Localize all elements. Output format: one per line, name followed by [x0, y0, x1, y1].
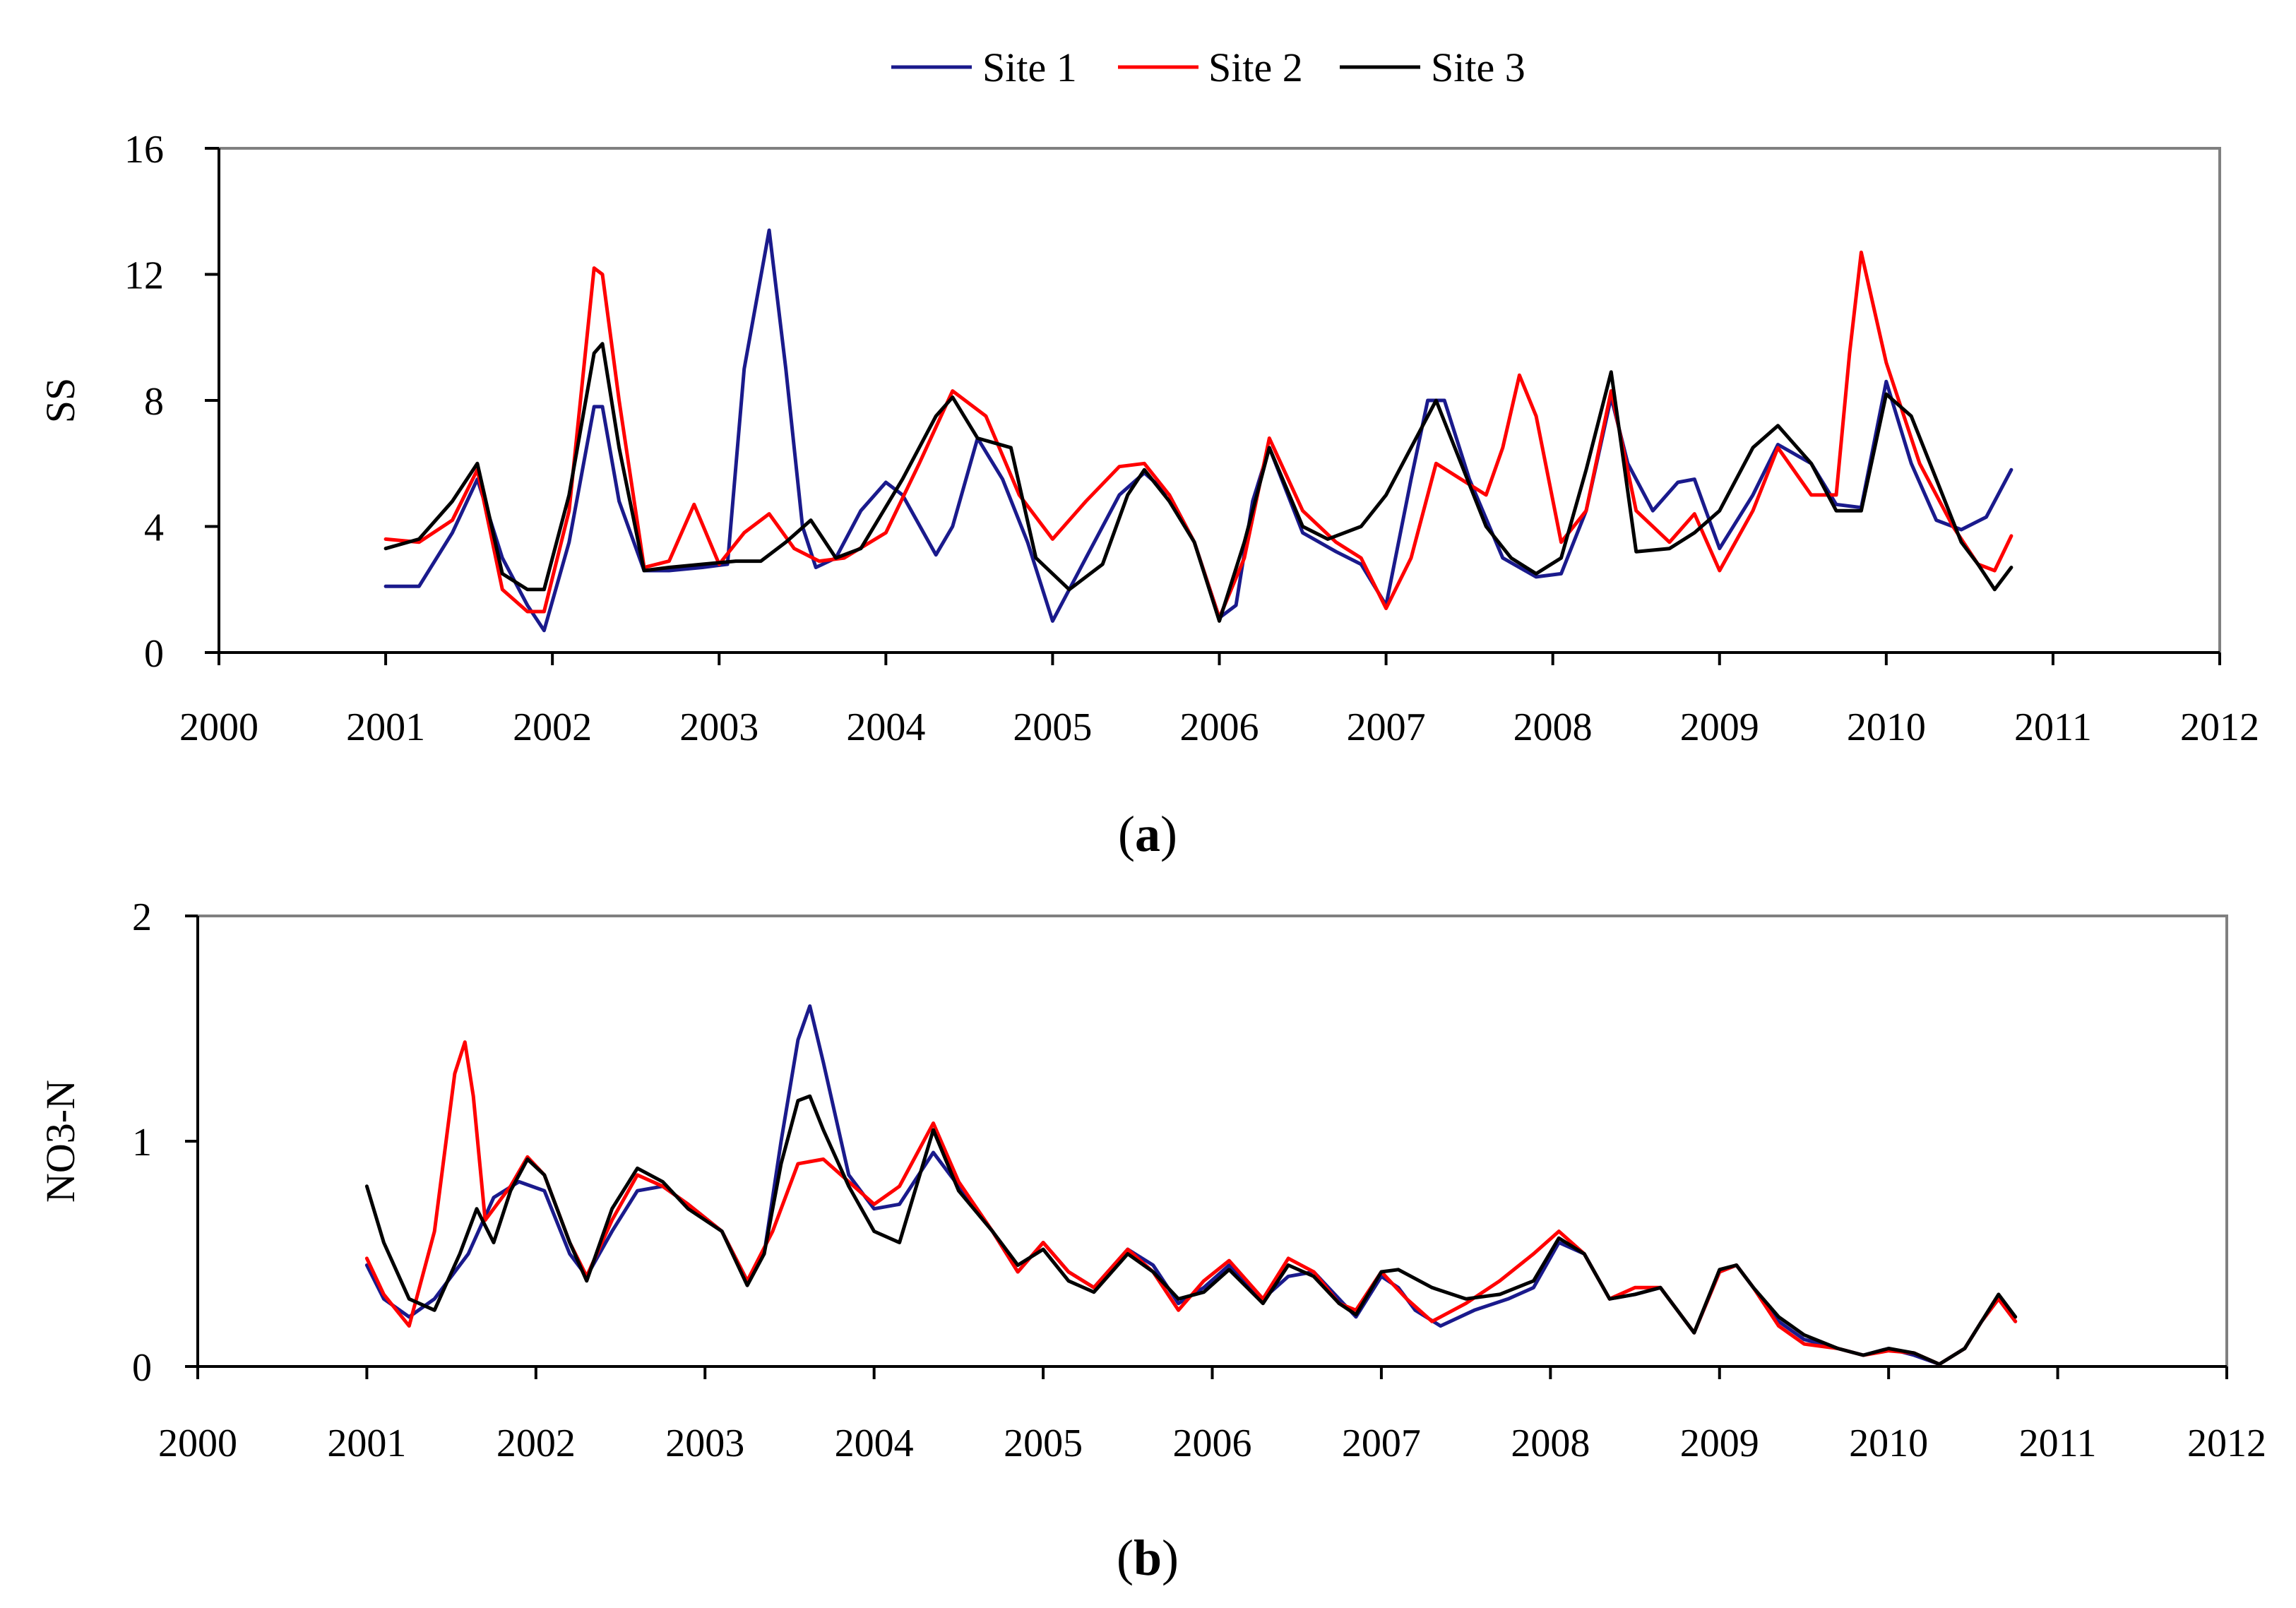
panel-b-x-tick-label: 2003 [665, 1422, 744, 1465]
panel-b-x-tick-label: 2006 [1173, 1422, 1252, 1465]
panel-b-x-tick-label: 2012 [2187, 1422, 2266, 1465]
panel-a-x-tick-label: 2003 [679, 705, 759, 749]
panel-b-series-site-3 [364, 1094, 2018, 1366]
panel-b-plot-frame [196, 915, 2228, 1368]
panel-b-series [364, 1004, 2018, 1366]
panel-a-x-tick-label: 2008 [1513, 705, 1593, 749]
panel-a-y-axis-label: SS [37, 378, 83, 424]
legend-label-site-1: Site 1 [982, 44, 1077, 90]
panel-a-x-tick-label: 2002 [513, 705, 592, 749]
panel-a-y-tick-label: 16 [124, 128, 164, 172]
panel-b-label: (b) [1117, 1530, 1179, 1586]
panel-a-y-tick-label: 8 [144, 380, 164, 424]
panel-b-label-letter: b [1134, 1530, 1162, 1586]
panel-a-x-tick-label: 2004 [846, 705, 925, 749]
panel-a-axes: 0 4 8 12 16 2000 2001 2002 2003 2004 2005 2006 2007 2… [124, 128, 2259, 749]
panel-a-series-site-2 [383, 250, 2014, 620]
panel-a-x-tick-label: 2012 [2180, 705, 2259, 749]
panel-a-x-tick-label: 2011 [2014, 705, 2092, 749]
panel-b-y-tick-label: 0 [132, 1346, 152, 1390]
panel-b-axes: 0 1 2 2000 2001 2002 2003 2004 2005 2006 2007 2008 2… [132, 895, 2266, 1465]
panel-b-x-tick-label: 2011 [2019, 1422, 2097, 1465]
panel-b-x-tick-label: 2001 [327, 1422, 406, 1465]
panel-a-x-tick-label: 2010 [1847, 705, 1926, 749]
legend: Site 1 Site 2 Site 3 [891, 44, 1525, 90]
panel-b-x-tick-label: 2005 [1004, 1422, 1083, 1465]
panel-b-x-tick-label: 2009 [1680, 1422, 1759, 1465]
legend-label-site-2: Site 2 [1208, 44, 1303, 90]
panel-b-y-tick-label: 2 [132, 895, 152, 939]
panel-b-y-axis-label: NO3-N [37, 1080, 83, 1203]
panel-b-x-tick-label: 2000 [158, 1422, 237, 1465]
legend-label-site-3: Site 3 [1431, 44, 1525, 90]
panel-a-series [383, 228, 2014, 633]
panel-b-x-tick-label: 2007 [1342, 1422, 1421, 1465]
panel-a-label-letter: a [1135, 806, 1160, 862]
panel-a-y-tick-label: 4 [144, 506, 164, 550]
panel-b-x-tick-label: 2004 [835, 1422, 914, 1465]
panel-a-plot-frame [218, 147, 2221, 654]
panel-a-series-site-3 [383, 342, 2014, 623]
panel-a-x-tick-label: 2001 [346, 705, 425, 749]
panel-a-label: (a) [1118, 806, 1177, 862]
panel-b: 0 1 2 2000 2001 2002 2003 2004 2005 2006 2007 2008 2… [37, 895, 2266, 1586]
panel-a-x-tick-label: 2007 [1347, 705, 1426, 749]
panel-a-x-tick-label: 2006 [1180, 705, 1259, 749]
panel-a-y-tick-label: 0 [144, 632, 164, 676]
panel-a-x-tick-label: 2009 [1680, 705, 1759, 749]
panel-a-y-tick-label: 12 [124, 254, 164, 298]
panel-b-x-tick-label: 2002 [496, 1422, 576, 1465]
panel-b-y-tick-label: 1 [132, 1121, 152, 1165]
panel-a-x-tick-label: 2000 [179, 705, 258, 749]
panel-b-x-tick-label: 2010 [1849, 1422, 1928, 1465]
panel-a-series-site-1 [383, 228, 2014, 633]
panel-a: 0 4 8 12 16 2000 2001 2002 2003 2004 2005 2006 2007 2… [37, 128, 2259, 862]
panel-a-x-tick-label: 2005 [1013, 705, 1092, 749]
panel-b-x-tick-label: 2008 [1511, 1422, 1590, 1465]
